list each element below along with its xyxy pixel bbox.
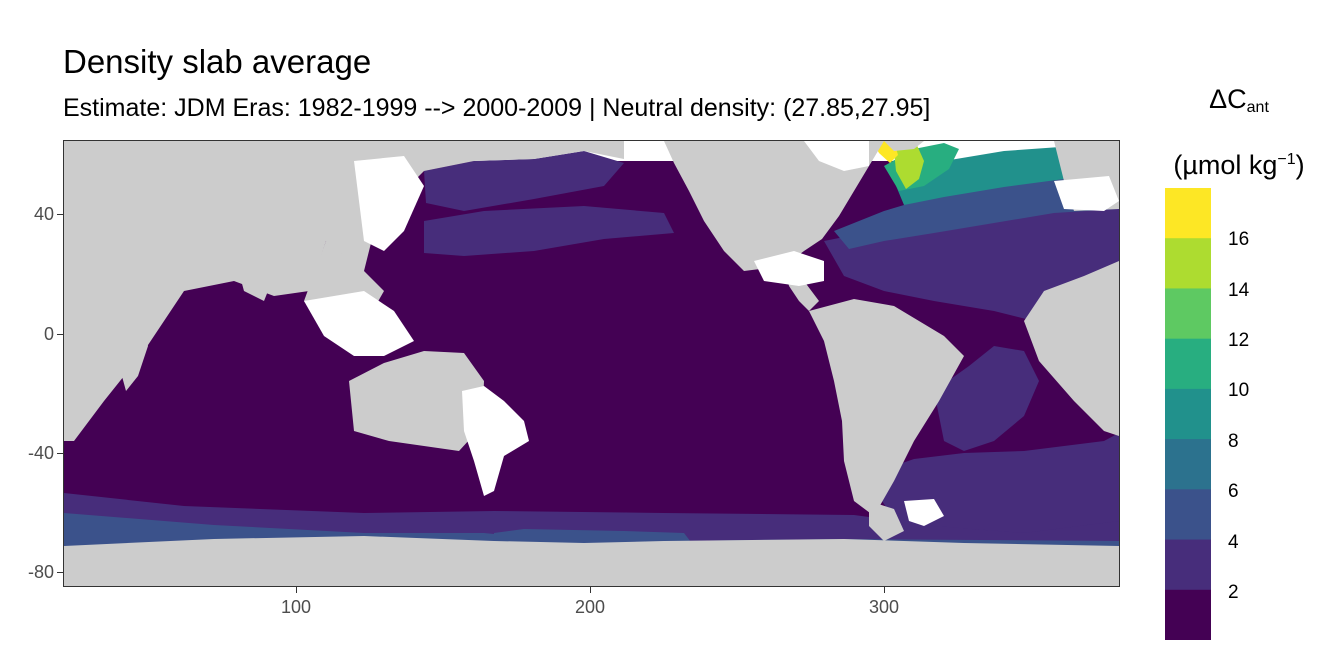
legend-title-main: ΔC: [1209, 84, 1247, 114]
legend-block-1: [1165, 539, 1211, 591]
y-tick-label-0: 0: [43, 324, 54, 344]
legend-block-6: [1165, 288, 1211, 340]
legend-label-8: 8: [1228, 431, 1239, 452]
y-tick-mark-minus40: [57, 453, 63, 454]
region-west-atlantic-slope: [834, 171, 1119, 249]
chart-subtitle: Estimate: JDM Eras: 1982-1999 --> 2000-2…: [63, 94, 931, 122]
legend-label-16: 16: [1228, 229, 1250, 250]
region-labrador-core: [894, 143, 924, 189]
y-tick-label-40: 40: [33, 204, 54, 224]
legend-unit-close: ): [1295, 150, 1305, 180]
legend-label-14: 14: [1228, 280, 1250, 301]
legend-block-8: [1165, 188, 1211, 239]
land-antarctica-peninsula: [869, 501, 904, 541]
legend-colorbar: [1165, 188, 1211, 640]
legend-label-10: 10: [1228, 380, 1250, 401]
legend-label-4: 4: [1228, 532, 1239, 553]
x-tick-mark-300: [884, 587, 885, 593]
legend-title: ΔCant (µmol kg−1): [1158, 82, 1320, 182]
land-south-america: [809, 299, 964, 516]
y-tick-mark-minus80: [57, 572, 63, 573]
y-tick-label-minus80: -80: [27, 562, 54, 582]
legend-block-3: [1165, 439, 1211, 490]
x-tick-mark-200: [590, 587, 591, 593]
chart-title: Density slab average: [63, 43, 372, 80]
nodata-mediterranean: [1054, 176, 1119, 211]
legend-label-6: 6: [1228, 481, 1239, 502]
legend-unit-sup: −1: [1277, 151, 1296, 168]
region-northwest-pacific-margin: [424, 206, 674, 256]
nodata-weddell-coast: [904, 499, 944, 526]
x-tick-label-300: 300: [868, 597, 900, 617]
x-tick-label-200: 200: [574, 597, 606, 617]
land-greenland: [884, 141, 924, 151]
land-australia: [349, 351, 484, 451]
nodata-arctic-north-america: [804, 141, 869, 171]
legend-unit: (µmol kg−1): [1158, 143, 1320, 182]
x-tick-label-100: 100: [280, 597, 312, 617]
legend-label-2: 2: [1228, 582, 1239, 603]
legend-block-5: [1165, 338, 1211, 390]
land-antarctica: [64, 536, 1119, 586]
nodata-tasman-new-zealand: [462, 386, 529, 496]
legend-block-4: [1165, 388, 1211, 440]
x-tick-mark-100: [296, 587, 297, 593]
nodata-caribbean: [754, 251, 824, 286]
land-madagascar: [120, 323, 148, 391]
nodata-marginal-seas: [354, 156, 424, 251]
y-tick-mark-0: [57, 334, 63, 335]
region-sea-of-okhotsk: [424, 151, 624, 211]
y-tick-mark-40: [57, 214, 63, 215]
legend-title-sub: ant: [1246, 99, 1269, 116]
land-india: [214, 141, 284, 301]
legend-block-2: [1165, 489, 1211, 541]
y-tick-label-minus40: -40: [27, 443, 54, 463]
legend-block-0: [1165, 589, 1211, 640]
legend-unit-open: (µmol kg: [1173, 150, 1278, 180]
legend-block-7: [1165, 238, 1211, 289]
region-southwest-atlantic-slope: [934, 346, 1039, 451]
land-north-america: [664, 141, 884, 271]
legend-label-12: 12: [1228, 330, 1250, 351]
land-africa-east: [1024, 261, 1119, 436]
nodata-indonesian-seas: [304, 291, 414, 356]
map-panel: [63, 140, 1120, 587]
map-canvas: [64, 141, 1119, 586]
